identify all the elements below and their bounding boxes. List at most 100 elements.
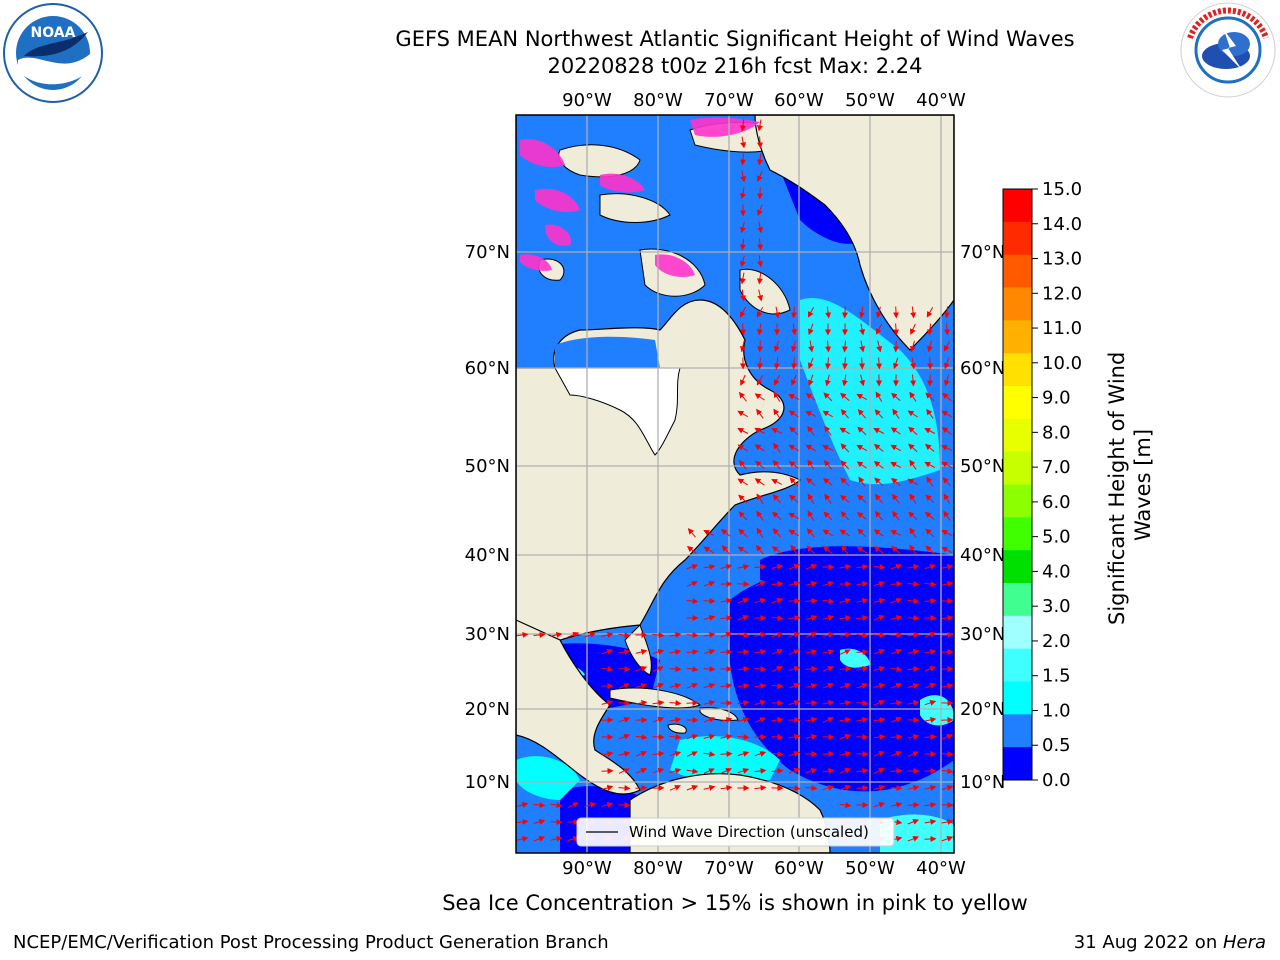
colorbar-bin [1003,189,1032,223]
wind-wave-arrow [635,648,648,655]
colorbar-bin [1003,353,1032,387]
wind-wave-arrow [840,460,850,470]
wind-wave-arrow [873,751,886,757]
wind-wave-arrow [739,221,746,234]
wind-wave-arrows [516,119,954,842]
wind-wave-arrow [601,666,614,673]
wind-wave-arrow [907,733,920,740]
wind-wave-arrow [924,818,937,825]
wind-wave-arrow [756,340,763,353]
wind-wave-arrow [856,632,869,639]
wind-wave-arrow [686,563,699,570]
wind-wave-arrow [805,392,816,401]
wind-wave-arrow [635,784,648,791]
wind-wave-arrow [873,716,886,723]
wind-wave-arrow [652,683,665,689]
wind-wave-arrow [805,580,818,587]
wind-wave-arrow [859,323,866,336]
wind-wave-arrow [890,580,903,587]
wind-wave-arrow [891,477,901,486]
wind-wave-arrow [941,768,954,775]
colorbar-tick-label: 0.0 [1042,770,1071,791]
wind-wave-arrow [652,750,665,757]
wind-wave-arrow [737,598,750,604]
wind-wave-arrow [772,459,781,470]
wind-wave-arrow [822,683,835,689]
wind-wave-arrow [891,392,901,401]
wind-wave-arrow [756,527,764,538]
lon-tick-top: 60°W [774,90,824,111]
wind-wave-arrow [910,357,917,370]
wind-wave-arrow [703,631,716,638]
wind-wave-arrow [890,683,903,689]
wind-wave-arrow [771,428,783,434]
wind-wave-arrow [703,768,715,774]
wind-wave-arrow [771,751,784,758]
wind-wave-arrow [601,699,614,706]
wind-wave-arrow [686,751,698,757]
wind-wave-arrow [720,768,732,774]
footer-right: 31 Aug 2022 on Hera [1074,932,1266,953]
wind-wave-arrow [941,835,954,842]
wind-wave-arrow [909,493,917,504]
wind-wave-arrow [857,494,867,504]
wind-wave-arrow [669,751,682,757]
wind-wave-arrow [686,734,699,740]
wind-wave-arrow [822,648,835,655]
wind-wave-arrow [909,391,917,402]
wind-wave-arrow [618,768,630,774]
wind-wave-arrow [839,614,852,621]
lat-tick-right: 30°N [960,624,1005,645]
wind-wave-arrow [941,631,954,638]
wind-wave-arrow [856,784,869,791]
colorbar-tick-label: 1.5 [1042,666,1071,687]
wind-wave-arrow [669,682,682,689]
wind-wave-arrow [893,306,900,319]
wind-wave-arrow [720,563,733,570]
wind-wave-arrow [788,461,799,469]
wind-wave-arrow [839,716,852,723]
wind-wave-arrow [822,750,835,757]
wind-wave-arrow [873,546,884,554]
wind-wave-arrow [686,785,699,791]
wind-wave-arrow [652,717,665,723]
wind-wave-arrow [839,699,852,706]
lat-tick-left: 50°N [465,456,510,477]
wind-wave-arrow [907,410,918,418]
wind-wave-arrow [841,306,848,319]
wind-wave-arrow [754,444,765,452]
wind-wave-arrow [772,494,781,504]
wind-wave-arrow [856,614,869,621]
wind-wave-arrow [924,666,937,672]
wind-wave-arrow [687,528,696,538]
wind-wave-arrow [890,427,901,435]
colorbar-bin [1003,583,1032,617]
wind-wave-arrow [755,460,765,469]
wind-wave-arrow [808,357,814,370]
wind-wave-arrow [941,614,954,621]
wind-wave-arrow [890,801,903,808]
wind-wave-arrow [824,425,832,436]
wind-wave-arrow [909,340,916,353]
wind-wave-arrow [703,717,715,723]
wind-wave-arrow [941,410,952,418]
lon-tick-bottom: 60°W [774,858,824,879]
wind-wave-arrow [805,411,817,417]
wind-wave-arrow [774,374,780,386]
wind-wave-arrow [943,510,951,521]
wind-wave-arrow [925,494,935,504]
wind-wave-arrow [893,323,900,336]
wind-wave-arrow [739,272,746,285]
wind-wave-arrow [873,733,886,740]
wind-wave-arrow [839,750,852,757]
wind-wave-arrow [601,767,614,774]
wind-wave-arrow [924,700,937,706]
wind-wave-arrow [873,700,886,706]
wind-wave-arrow [703,649,716,655]
wind-wave-arrow [550,631,563,638]
colorbar-tick-label: 11.0 [1042,318,1082,339]
wind-wave-arrow [737,716,750,723]
lat-tick-right: 10°N [960,772,1005,793]
wind-wave-arrow [839,649,851,655]
wind-wave-arrow [756,187,763,200]
